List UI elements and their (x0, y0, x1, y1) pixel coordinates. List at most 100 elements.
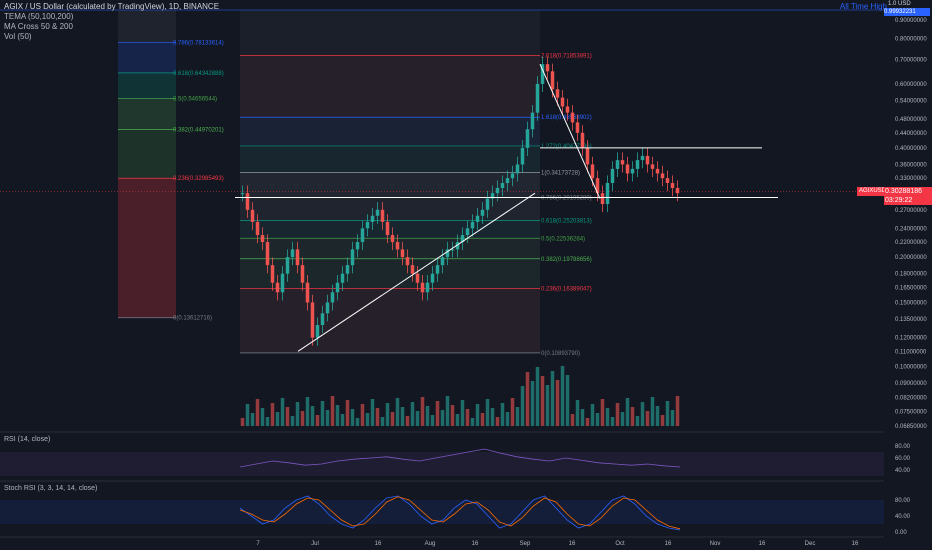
volume-bar (390, 412, 395, 426)
fib-right-zone (240, 258, 540, 289)
fib-right-label: 0.786(0.29195289) (541, 195, 592, 201)
volume-bar (310, 406, 315, 426)
candle-body (410, 265, 415, 274)
volume-bar (610, 417, 615, 426)
time-tick-label: Dec (805, 541, 816, 547)
candle-body (365, 221, 370, 229)
fib-right-zone (240, 220, 540, 239)
candle-body (625, 164, 630, 174)
volume-bar (525, 372, 530, 426)
volume-bar (395, 398, 400, 426)
rsi-title: RSI (14, close) (4, 436, 51, 443)
stoch-k-line (239, 495, 681, 531)
price-tick-label: 0.13500000 (895, 317, 927, 323)
stoch-rsi-pane: 80.00 40.00 0.00 (0, 495, 911, 536)
candle-body (435, 265, 440, 274)
stoch-d-line (239, 496, 681, 530)
volume-bar (655, 406, 660, 426)
price-tick-label: 0.11000000 (895, 349, 927, 355)
volume-bar (260, 408, 265, 426)
volume-bar (460, 400, 465, 426)
volume-bars (240, 366, 680, 426)
uptrend-line (297, 192, 536, 352)
fib-right-zone (240, 238, 540, 259)
price-tick-label: 0.09000000 (895, 381, 927, 387)
candle-body (390, 235, 395, 243)
candle-body (270, 265, 275, 283)
candle-body (650, 164, 655, 169)
price-tick-label: 0.70000000 (895, 58, 927, 64)
price-tick-label: 0.24000000 (895, 226, 927, 232)
candle-body (510, 173, 515, 179)
candle-body (275, 282, 280, 293)
price-tick-label: 0.80000000 (895, 37, 927, 43)
candle-body (460, 235, 465, 243)
volume-bar (445, 396, 450, 426)
time-tick-label: Sep (520, 541, 531, 547)
candle-body (250, 209, 255, 222)
volume-bar (665, 401, 670, 426)
candle-body (545, 64, 550, 72)
candle-body (635, 160, 640, 169)
volume-bar (245, 404, 250, 426)
candle-body (395, 242, 400, 250)
candle-body (370, 215, 375, 222)
candle-body (310, 302, 315, 338)
volume-bar (580, 409, 585, 426)
indicator-ma-cross[interactable]: MA Cross 50 & 200 (4, 22, 73, 31)
stoch-tick-label: 40.00 (895, 514, 911, 520)
volume-bar (620, 412, 625, 426)
candle-body (615, 160, 620, 169)
volume-bar (505, 412, 510, 426)
rsi-line (239, 448, 681, 468)
volume-bar (295, 402, 300, 426)
price-tick-label: 0.33000000 (895, 176, 927, 182)
indicator-tema[interactable]: TEMA (50,100,200) (4, 12, 74, 21)
candle-body (255, 221, 260, 236)
price-tick-label: 0.44000000 (895, 131, 927, 137)
volume-bar (350, 409, 355, 426)
stoch-tick-label: 0.00 (895, 530, 907, 536)
candle-body (640, 155, 645, 161)
candle-body (530, 112, 535, 130)
volume-bar (660, 415, 665, 426)
volume-bar (450, 405, 455, 426)
candle-body (675, 188, 680, 194)
volume-bar (425, 406, 430, 426)
volume-bar (595, 413, 600, 426)
volume-bar (360, 404, 365, 426)
volume-bar (490, 408, 495, 426)
price-tick-label: 0.15000000 (895, 300, 927, 306)
volume-bar (365, 413, 370, 426)
time-tick-label: 16 (759, 541, 766, 547)
candle-body (360, 228, 365, 243)
fib-left-label: 0.5(0.54656544) (173, 97, 217, 103)
volume-bar (355, 418, 360, 426)
candle-body (525, 129, 530, 148)
volume-bar (530, 381, 535, 426)
candle-body (485, 198, 490, 210)
volume-bar (240, 418, 245, 426)
volume-bar (615, 403, 620, 426)
volume-bar (630, 407, 635, 426)
fib-left-label: 0(0.13612716) (173, 316, 212, 322)
countdown-tag: 03:29:22 (884, 196, 932, 205)
fib-right-label: 1.618(0.48568902) (541, 115, 592, 121)
volume-bar (440, 410, 445, 426)
price-tick-label: 0.07500000 (895, 410, 927, 416)
volume-bar (590, 404, 595, 426)
fib-left-zone (118, 42, 176, 73)
candle-body (665, 178, 670, 184)
fib-left-label: 0.786(0.78133614) (173, 40, 224, 46)
fib-right-zone (240, 145, 540, 173)
price-tick-label: 0.18000000 (895, 272, 927, 278)
volume-bar (550, 371, 555, 426)
candle-body (400, 249, 405, 258)
fib-left-zone (118, 72, 176, 99)
candle-body (285, 257, 290, 274)
volume-bar (625, 398, 630, 426)
indicator-volume[interactable]: Vol (50) (4, 32, 32, 41)
volume-bar (345, 400, 350, 426)
fib-right-zone (240, 10, 540, 354)
